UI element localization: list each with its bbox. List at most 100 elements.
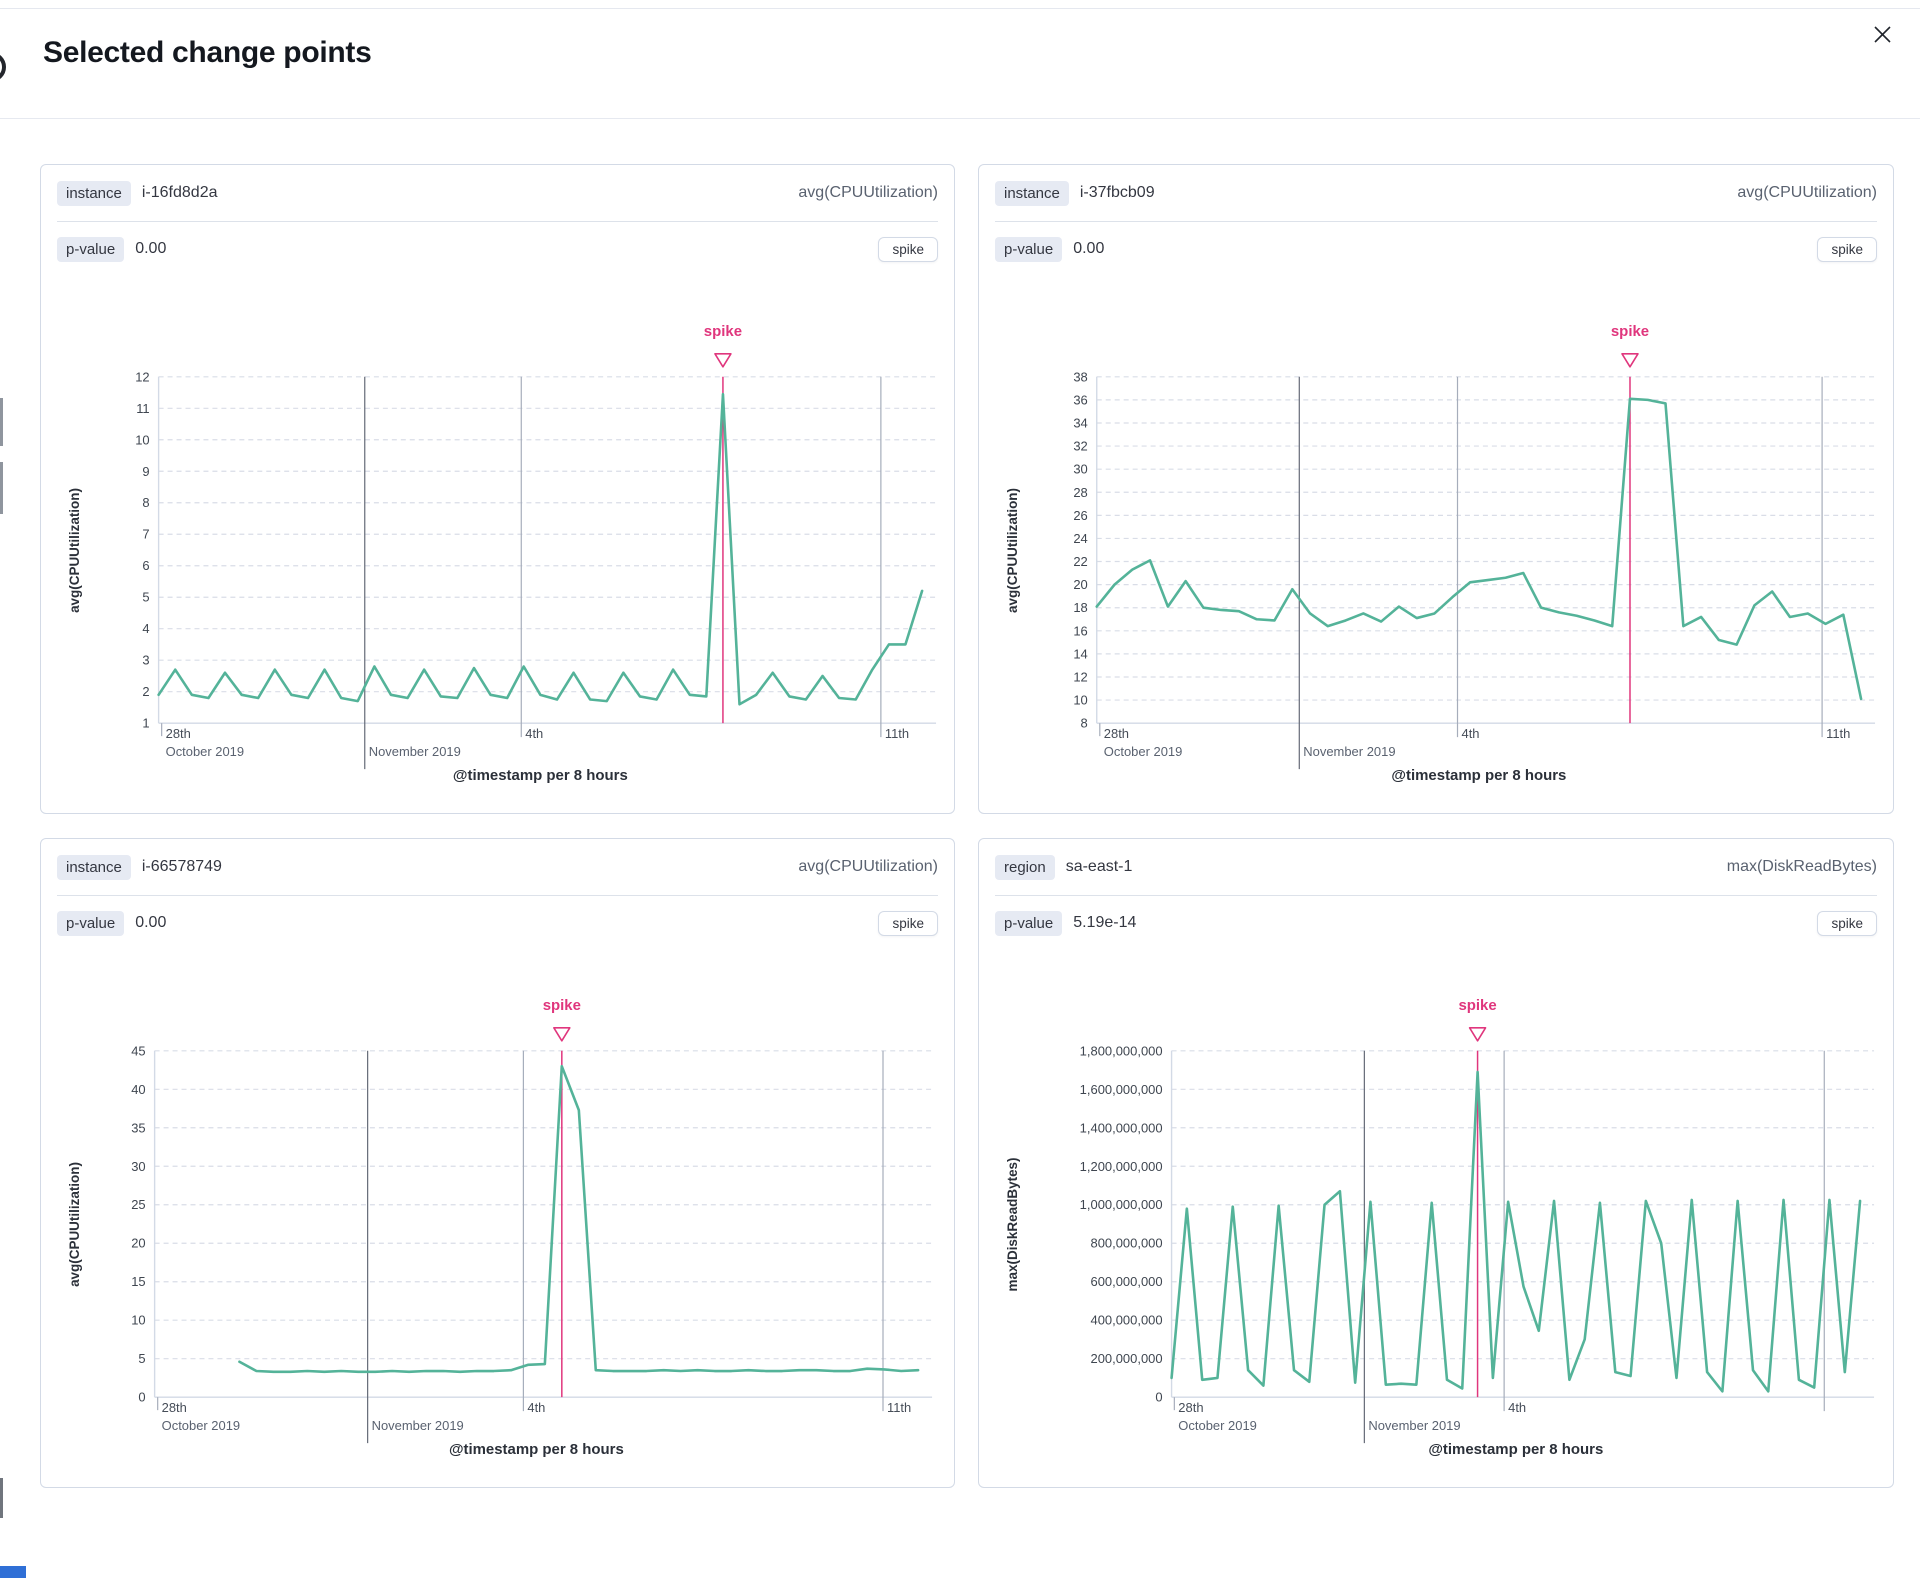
svg-text:max(DiskReadBytes): max(DiskReadBytes) xyxy=(1005,1157,1020,1291)
field-value: i-16fd8d2a xyxy=(141,184,218,201)
svg-text:45: 45 xyxy=(131,1043,145,1058)
svg-text:5: 5 xyxy=(138,1351,145,1366)
svg-text:October 2019: October 2019 xyxy=(1178,1418,1257,1433)
svg-text:11: 11 xyxy=(136,401,149,416)
card-header: instance i-66578749 avg(CPUUtilization) xyxy=(57,839,938,896)
background-artifact xyxy=(0,1566,26,1578)
change-point-chart[interactable]: 0 5 10 15 20 25 30 35 40 45 28th October 2019 Novemb… xyxy=(41,950,954,1487)
svg-text:34: 34 xyxy=(1073,415,1087,430)
svg-text:12: 12 xyxy=(1073,669,1087,684)
svg-text:4th: 4th xyxy=(525,726,543,741)
svg-text:1,000,000,000: 1,000,000,000 xyxy=(1080,1197,1163,1212)
svg-text:5: 5 xyxy=(142,590,149,605)
p-value: 0.00 xyxy=(1073,240,1105,257)
metric-label: avg(CPUUtilization) xyxy=(798,858,938,875)
svg-text:32: 32 xyxy=(1073,439,1087,454)
svg-text:1: 1 xyxy=(142,716,149,731)
svg-text:4th: 4th xyxy=(527,1400,545,1415)
field-badge: instance xyxy=(57,854,131,880)
field-value: i-37fbcb09 xyxy=(1079,184,1155,201)
svg-text:11th: 11th xyxy=(885,726,909,741)
svg-text:0: 0 xyxy=(1155,1390,1162,1405)
svg-text:avg(CPUUtilization): avg(CPUUtilization) xyxy=(67,1162,82,1287)
page-title: Selected change points xyxy=(43,36,372,69)
svg-text:avg(CPUUtilization): avg(CPUUtilization) xyxy=(67,488,82,613)
svg-text:8: 8 xyxy=(142,495,149,510)
change-point-chart[interactable]: 0 200,000,000 400,000,000 600,000,000 800,00… xyxy=(979,950,1893,1487)
p-value-badge: p-value xyxy=(57,236,125,262)
svg-text:11th: 11th xyxy=(887,1400,911,1415)
card-subheader: p-value 5.19e-14 spike xyxy=(995,896,1877,950)
card-subheader: p-value 0.00 spike xyxy=(57,222,938,276)
change-points-grid: instance i-16fd8d2a avg(CPUUtilization) … xyxy=(40,164,1894,1488)
field-value: i-66578749 xyxy=(141,858,222,875)
svg-text:1,400,000,000: 1,400,000,000 xyxy=(1080,1120,1163,1135)
svg-text:7: 7 xyxy=(142,527,149,542)
svg-text:October 2019: October 2019 xyxy=(1104,744,1183,759)
svg-text:November 2019: November 2019 xyxy=(372,1418,464,1433)
svg-text:10: 10 xyxy=(135,432,149,447)
field-badge: instance xyxy=(995,180,1069,206)
metric-label: avg(CPUUtilization) xyxy=(798,184,938,201)
svg-text:9: 9 xyxy=(142,464,149,479)
card-subheader: p-value 0.00 spike xyxy=(995,222,1877,276)
svg-text:35: 35 xyxy=(131,1120,145,1135)
p-value-badge: p-value xyxy=(995,910,1063,936)
svg-text:@timestamp per 8 hours: @timestamp per 8 hours xyxy=(453,767,628,784)
svg-text:30: 30 xyxy=(1073,462,1087,477)
svg-text:28th: 28th xyxy=(166,726,191,741)
card-header: instance i-37fbcb09 avg(CPUUtilization) xyxy=(995,165,1877,222)
close-icon[interactable] xyxy=(1868,20,1896,48)
background-artifact xyxy=(0,398,3,446)
svg-text:18: 18 xyxy=(1073,600,1087,615)
svg-text:4th: 4th xyxy=(1461,726,1479,741)
change-type-button[interactable]: spike xyxy=(878,236,938,262)
change-type-button[interactable]: spike xyxy=(1817,236,1877,262)
svg-text:28: 28 xyxy=(1073,485,1087,500)
change-point-chart[interactable]: 8 10 12 14 16 18 20 22 24 26 28 30 32 34 36 38 28th Octob… xyxy=(979,276,1893,813)
change-point-card-1: instance i-16fd8d2a avg(CPUUtilization) … xyxy=(40,164,955,814)
field-value: sa-east-1 xyxy=(1065,858,1133,875)
change-type-button[interactable]: spike xyxy=(878,910,938,936)
svg-text:36: 36 xyxy=(1073,392,1087,407)
svg-text:600,000,000: 600,000,000 xyxy=(1090,1274,1162,1289)
svg-text:2: 2 xyxy=(142,684,149,699)
p-value: 0.00 xyxy=(135,914,167,931)
field-badge: region xyxy=(995,854,1055,880)
svg-text:10: 10 xyxy=(131,1313,145,1328)
change-point-card-3: instance i-66578749 avg(CPUUtilization) … xyxy=(40,838,955,1488)
card-header: region sa-east-1 max(DiskReadBytes) xyxy=(995,839,1877,896)
p-value-badge: p-value xyxy=(995,236,1063,262)
svg-text:4th: 4th xyxy=(1508,1400,1526,1415)
svg-text:25: 25 xyxy=(131,1197,145,1212)
svg-text:October 2019: October 2019 xyxy=(166,744,244,759)
svg-text:200,000,000: 200,000,000 xyxy=(1090,1351,1162,1366)
svg-text:38: 38 xyxy=(1073,369,1087,384)
svg-text:spike: spike xyxy=(1611,323,1649,340)
svg-text:11th: 11th xyxy=(1826,726,1850,741)
svg-text:November 2019: November 2019 xyxy=(1303,744,1395,759)
svg-text:12: 12 xyxy=(135,369,149,384)
svg-text:26: 26 xyxy=(1073,508,1087,523)
p-value: 0.00 xyxy=(135,240,167,257)
svg-text:20: 20 xyxy=(131,1236,145,1251)
svg-text:28th: 28th xyxy=(1104,726,1129,741)
svg-text:spike: spike xyxy=(543,997,581,1014)
svg-text:November 2019: November 2019 xyxy=(369,744,461,759)
svg-text:avg(CPUUtilization): avg(CPUUtilization) xyxy=(1005,488,1020,613)
field-badge: instance xyxy=(57,180,131,206)
svg-text:@timestamp per 8 hours: @timestamp per 8 hours xyxy=(1428,1441,1603,1458)
p-value: 5.19e-14 xyxy=(1073,914,1137,931)
svg-text:800,000,000: 800,000,000 xyxy=(1090,1236,1162,1251)
background-artifact xyxy=(0,1478,3,1518)
modal-header: Selected change points xyxy=(0,0,1920,119)
svg-text:28th: 28th xyxy=(1178,1400,1203,1415)
svg-text:@timestamp per 8 hours: @timestamp per 8 hours xyxy=(1391,767,1566,784)
svg-text:16: 16 xyxy=(1073,623,1087,638)
svg-text:8: 8 xyxy=(1081,716,1088,731)
svg-text:November 2019: November 2019 xyxy=(1368,1418,1460,1433)
svg-text:0: 0 xyxy=(138,1390,145,1405)
change-type-button[interactable]: spike xyxy=(1817,910,1877,936)
svg-text:400,000,000: 400,000,000 xyxy=(1090,1313,1162,1328)
